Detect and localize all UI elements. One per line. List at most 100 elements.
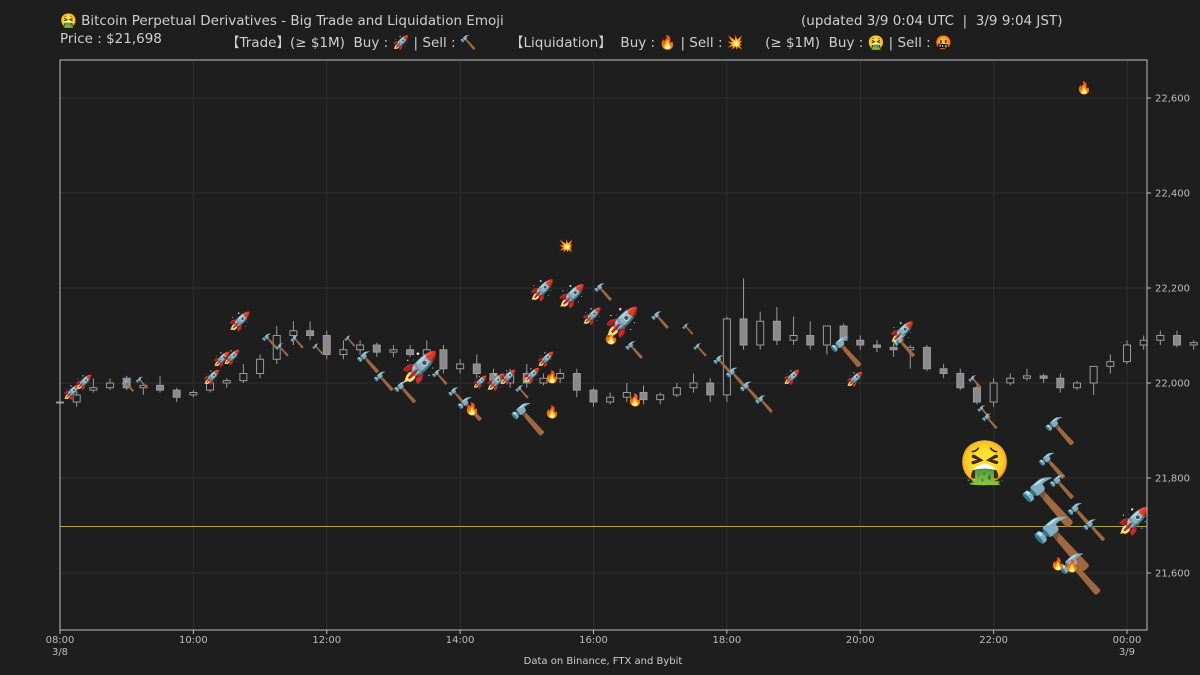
candle-body [589, 389, 598, 403]
candle-body [422, 349, 431, 355]
x-tick-label: 10:00 [179, 635, 208, 646]
hammer-icon: 🔨 [344, 335, 356, 348]
hammer-icon: 🔨 [739, 381, 761, 403]
liquidation-legend: 【Liquidation】 Buy : 🔥 | Sell : 💥 (≥ $1M)… [510, 35, 952, 51]
hammer-icon: 🔨 [1044, 416, 1076, 447]
candle-body [356, 344, 365, 351]
x-tick-label: 22:00 [979, 635, 1008, 646]
y-tick-label: 21,600 [1155, 569, 1190, 580]
candle-body [1156, 335, 1165, 341]
footer-source: Data on Binance, FTX and Bybit [524, 656, 683, 667]
hammer-icon: 🔨 [1037, 452, 1067, 480]
candle-body [806, 335, 815, 346]
hammer-icon: 🔨 [515, 385, 530, 399]
candle-body [372, 344, 381, 353]
hammer-icon: 🔨 [829, 336, 864, 369]
candle-body [639, 392, 648, 401]
hammer-icon: 🔨 [624, 341, 644, 360]
x-tick-label: 3/9 [1119, 647, 1135, 658]
hammer-icon: 🔨 [261, 333, 278, 350]
candle-body [922, 346, 931, 370]
candle-body [739, 318, 748, 346]
candle-body [139, 384, 148, 389]
hammer-icon: 🔨 [968, 375, 983, 389]
price-readout: Price : $21,698 [60, 31, 162, 47]
x-tick-label: 12:00 [312, 635, 341, 646]
candle-body [956, 373, 965, 389]
candle-body [672, 387, 681, 396]
candle-body [606, 396, 615, 403]
candle-body [1006, 377, 1015, 384]
chart-title: 🤮 Bitcoin Perpetual Derivatives - Big Tr… [60, 13, 504, 29]
candle-body [1039, 375, 1048, 379]
y-tick-label: 22,000 [1155, 379, 1190, 390]
rocket-icon: 🚀 [605, 306, 640, 339]
fire-icon: 🔥 [545, 370, 560, 384]
candle-body [406, 349, 415, 355]
candle-body [1022, 375, 1031, 379]
fire-icon: 🔥 [1051, 557, 1066, 571]
candle-body [1139, 339, 1148, 346]
candle-body [839, 325, 848, 341]
hammer-icon: 🔨 [892, 334, 917, 358]
candle-body [106, 382, 115, 389]
y-tick-label: 22,600 [1155, 94, 1190, 105]
candle-body [1089, 365, 1098, 384]
y-axis-ticks: 21,600 21,800 22,000 22,200 22,400 22,600 [1147, 94, 1190, 580]
candle-body [822, 325, 831, 346]
candle-body [439, 349, 448, 370]
x-tick-label: 08:00 [46, 635, 75, 646]
hammer-icon: 🔨 [1082, 518, 1107, 542]
rocket-icon: 🚀 [75, 374, 93, 391]
x-tick-label: 14:00 [446, 635, 475, 646]
candle-body [856, 339, 865, 346]
candle-body [256, 358, 265, 374]
candle-body [206, 382, 215, 391]
hammer-icon: 🔨 [682, 323, 694, 336]
candle-body [122, 377, 131, 389]
x-tick-label: 00:00 [1113, 635, 1142, 646]
candle-body [72, 394, 81, 403]
hammer-icon: 🔨 [121, 380, 135, 393]
x-tick-label: 20:00 [846, 635, 875, 646]
rocket-icon: 🚀 [846, 371, 864, 388]
hammer-icon: 🔨 [1048, 475, 1075, 501]
fire-icon: 🔥 [1077, 81, 1092, 95]
fire-icon: 🔥 [465, 402, 480, 416]
candle-body [622, 392, 631, 398]
rocket-icon: 🚀 [537, 351, 555, 368]
rocket-icon: 🚀 [473, 375, 488, 389]
candle-body [389, 349, 398, 353]
hammer-icon: 🔨 [754, 395, 774, 414]
candle-body [972, 387, 981, 403]
candles [56, 278, 1198, 407]
hammer-icon: 🔨 [1066, 503, 1093, 529]
x-tick-label: 18:00 [712, 635, 741, 646]
candle-body [1072, 382, 1081, 389]
hammer-icon: 🔨 [275, 343, 290, 357]
y-tick-label: 21,800 [1155, 474, 1190, 485]
hammer-icon: 🔨 [650, 311, 670, 330]
fire-icon: 🔥 [604, 331, 619, 345]
rocket-icon: 🚀 [229, 311, 251, 333]
rocket-icon: 🚀 [401, 350, 438, 386]
hammer-icon: 🔨 [1056, 552, 1103, 596]
hammer-icon: 🔨 [431, 369, 448, 386]
title-text: Bitcoin Perpetual Derivatives - Big Trad… [81, 13, 504, 29]
hammer-icon: 🔨 [1019, 475, 1076, 529]
rocket-icon: 🚀 [1118, 506, 1150, 537]
rocket-icon: 🚀 [486, 373, 506, 392]
candle-body [872, 344, 881, 348]
candle-body [939, 368, 948, 374]
hammer-icon: 🔨 [290, 335, 305, 349]
updated-timestamp: (updated 3/9 0:04 UTC | 3/9 9:04 JST) [801, 13, 1063, 29]
plot-frame [59, 59, 1148, 631]
candle-body [989, 382, 998, 403]
candle-body [506, 373, 515, 384]
hammer-icon: 🔨 [393, 380, 418, 404]
grid-lines [59, 60, 1147, 630]
candle-body [472, 363, 481, 374]
candle-body [172, 389, 181, 398]
candle-body [889, 346, 898, 351]
